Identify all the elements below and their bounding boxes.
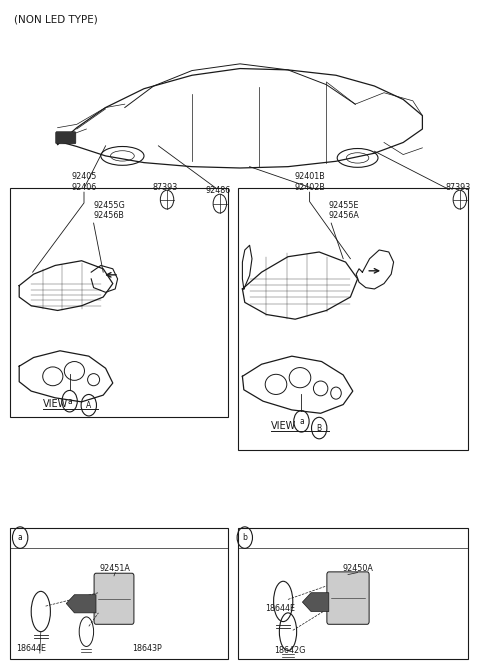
Text: 92486: 92486 — [206, 186, 231, 195]
Text: 87393: 87393 — [153, 183, 178, 192]
Polygon shape — [66, 595, 96, 613]
Bar — [238, 528, 468, 659]
Text: 18642G: 18642G — [274, 646, 305, 655]
Bar — [10, 188, 228, 417]
Text: 92455G
92456B: 92455G 92456B — [94, 201, 125, 220]
FancyBboxPatch shape — [94, 573, 134, 624]
Text: 18644E: 18644E — [16, 644, 46, 653]
Text: b: b — [242, 533, 247, 542]
Text: A: A — [86, 401, 91, 410]
Text: 18644E: 18644E — [265, 604, 295, 613]
Polygon shape — [302, 593, 329, 612]
FancyBboxPatch shape — [56, 132, 76, 144]
Text: a: a — [299, 417, 304, 426]
Text: a: a — [67, 396, 72, 406]
Text: 92451A: 92451A — [100, 564, 131, 573]
Text: 92450A: 92450A — [342, 564, 373, 573]
Text: 87393: 87393 — [446, 183, 471, 192]
Text: 92401B
92402B: 92401B 92402B — [294, 172, 325, 192]
Bar — [238, 188, 468, 450]
Text: 18643P: 18643P — [132, 644, 162, 653]
Bar — [10, 528, 228, 659]
Text: a: a — [18, 533, 23, 542]
Text: (NON LED TYPE): (NON LED TYPE) — [14, 15, 98, 25]
Text: VIEW: VIEW — [43, 398, 69, 409]
Text: 92405
92406: 92405 92406 — [72, 172, 96, 192]
Text: B: B — [317, 423, 322, 433]
Text: 92455E
92456A: 92455E 92456A — [329, 201, 360, 220]
Text: VIEW: VIEW — [271, 421, 297, 431]
FancyBboxPatch shape — [327, 572, 369, 624]
